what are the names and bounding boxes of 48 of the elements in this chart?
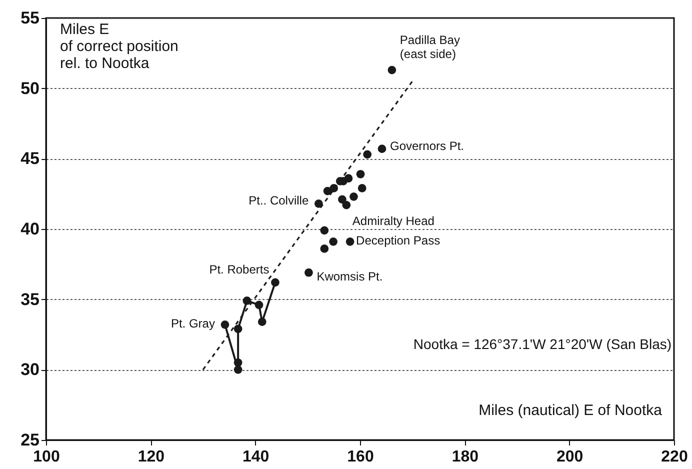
point	[234, 358, 242, 367]
point	[358, 184, 366, 192]
point	[388, 66, 396, 74]
annotation: Padilla Bay (east side)	[400, 33, 460, 62]
point	[363, 150, 372, 159]
point	[344, 174, 353, 183]
annotation: Admiralty Head	[352, 214, 434, 228]
point	[320, 226, 329, 235]
annotation: Pt. Gray	[170, 316, 215, 331]
annotation: Pt. Roberts	[209, 262, 270, 276]
x-tick-label: 200	[556, 448, 584, 466]
y-tick-label: 55	[20, 8, 40, 28]
x-tick-label: 160	[347, 448, 374, 466]
x-tick-label: 220	[661, 448, 688, 466]
point	[338, 195, 346, 204]
point	[342, 200, 351, 210]
annotation: Governors Pt.	[390, 138, 464, 153]
point	[314, 200, 323, 208]
annotation: Pt.. Colville	[248, 194, 309, 208]
x-tick-label: 140	[242, 448, 270, 466]
y-tick-label: 45	[20, 149, 40, 168]
y-axis-title: Miles E of correct position rel. to Nootka	[60, 21, 178, 72]
point	[234, 365, 242, 374]
point	[346, 237, 354, 246]
annotation: Nootka = 126°37.1'W 21°20'W (San Blas)	[413, 336, 672, 352]
point	[254, 300, 264, 310]
point	[304, 268, 313, 277]
y-tick-label: 50	[20, 78, 40, 98]
x-axis-title: Miles (nautical) E of Nootka	[478, 402, 663, 419]
y-tick-label: 35	[20, 290, 40, 309]
point	[258, 318, 266, 326]
annotation: Deception Pass	[356, 234, 440, 248]
x-tick-label: 120	[138, 448, 165, 466]
y-tick-label: 40	[20, 220, 40, 238]
point	[320, 244, 329, 253]
point	[220, 320, 230, 329]
point	[242, 296, 252, 305]
x-tick-label: 180	[452, 448, 479, 466]
point	[271, 278, 280, 287]
y-tick-label: 25	[20, 430, 40, 450]
point	[356, 170, 365, 178]
x-tick-label: 100	[33, 448, 60, 466]
y-tick-label: 30	[20, 360, 40, 380]
annotation: Kwomsis Pt.	[316, 270, 383, 284]
point	[378, 144, 386, 153]
point	[350, 192, 358, 201]
point	[329, 237, 338, 246]
point	[234, 324, 242, 334]
